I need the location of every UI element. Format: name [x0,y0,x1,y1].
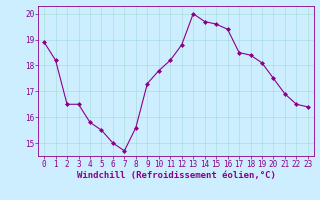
X-axis label: Windchill (Refroidissement éolien,°C): Windchill (Refroidissement éolien,°C) [76,171,276,180]
